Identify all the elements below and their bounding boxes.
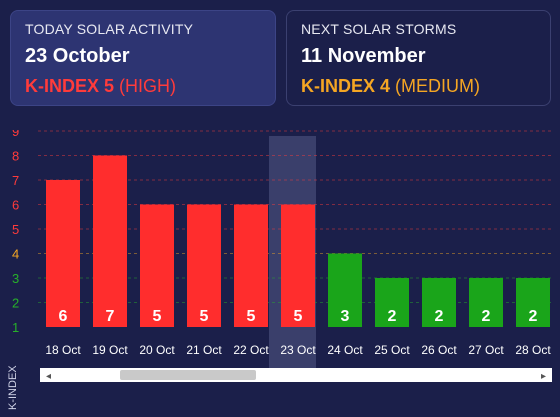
x-tick-label: 22 Oct xyxy=(233,343,269,357)
bar-value-label: 2 xyxy=(482,308,491,325)
bar-25-oct[interactable] xyxy=(375,278,409,327)
bar-19-oct[interactable] xyxy=(93,155,127,328)
next-date: 11 November xyxy=(301,45,426,67)
y-tick-label: 2 xyxy=(12,296,19,311)
bar-18-oct[interactable] xyxy=(46,180,80,327)
x-tick-label: 24 Oct xyxy=(327,343,363,357)
scroll-right-arrow[interactable]: ▸ xyxy=(541,371,546,382)
bar-value-label: 5 xyxy=(153,308,162,325)
x-tick-label: 28 Oct xyxy=(515,343,551,357)
x-tick-label: 21 Oct xyxy=(186,343,222,357)
bar-value-label: 2 xyxy=(388,308,397,325)
next-storms-card: NEXT SOLAR STORMS 11 November K-INDEX 4 … xyxy=(286,10,551,106)
scrollbar-thumb[interactable] xyxy=(120,370,256,380)
horizontal-scrollbar[interactable]: ◂ ▸ xyxy=(40,368,552,382)
bar-value-label: 3 xyxy=(341,308,350,325)
bar-24-oct[interactable] xyxy=(328,253,362,328)
today-card-label: TODAY SOLAR ACTIVITY xyxy=(25,21,194,37)
y-tick-label: 7 xyxy=(12,173,19,188)
today-date: 23 October xyxy=(25,45,130,67)
today-kindex-level: (HIGH) xyxy=(119,76,177,96)
next-kindex-value: K-INDEX 4 xyxy=(301,76,391,96)
next-kindex: K-INDEX 4 (MEDIUM) xyxy=(301,76,536,97)
bar-22-oct[interactable] xyxy=(234,204,268,328)
bar-value-label: 7 xyxy=(106,308,115,325)
bar-20-oct[interactable] xyxy=(140,204,174,328)
x-tick-label: 23 Oct xyxy=(280,343,316,357)
y-axis-title: K-INDEX xyxy=(7,365,19,410)
today-kindex: K-INDEX 5 (HIGH) xyxy=(25,76,261,97)
x-tick-label: 19 Oct xyxy=(92,343,128,357)
bar-value-label: 5 xyxy=(247,308,256,325)
x-tick-label: 18 Oct xyxy=(45,343,81,357)
bar-value-label: 2 xyxy=(435,308,444,325)
bar-27-oct[interactable] xyxy=(469,278,503,327)
bar-value-label: 6 xyxy=(59,308,68,325)
x-tick-label: 27 Oct xyxy=(468,343,504,357)
y-tick-label: 4 xyxy=(12,247,19,262)
bar-28-oct[interactable] xyxy=(516,278,550,327)
bar-23-oct[interactable] xyxy=(281,204,315,328)
next-kindex-level: (MEDIUM) xyxy=(395,76,481,96)
scrollbar-track[interactable] xyxy=(40,368,552,382)
bar-value-label: 5 xyxy=(200,308,209,325)
kindex-bar-chart: 1 2 3 4 5 6 7 8 9 6 7 5 5 5 5 3 2 2 2 2 18 Oct 19 Oct 20 Oct… xyxy=(7,130,552,410)
today-kindex-value: K-INDEX 5 xyxy=(25,76,115,96)
bar-value-label: 5 xyxy=(294,308,303,325)
bar-26-oct[interactable] xyxy=(422,278,456,327)
y-tick-label: 5 xyxy=(12,222,19,237)
today-activity-card: TODAY SOLAR ACTIVITY 23 October K-INDEX … xyxy=(10,10,276,106)
bar-21-oct[interactable] xyxy=(187,204,221,328)
y-tick-label: 6 xyxy=(12,198,19,213)
x-tick-label: 20 Oct xyxy=(139,343,175,357)
x-tick-label: 26 Oct xyxy=(421,343,457,357)
scroll-left-arrow[interactable]: ◂ xyxy=(46,371,51,382)
y-tick-label: 1 xyxy=(12,320,19,335)
x-tick-label: 25 Oct xyxy=(374,343,410,357)
y-tick-label: 3 xyxy=(12,271,19,286)
y-tick-label: 8 xyxy=(12,149,19,164)
bar-value-label: 2 xyxy=(529,308,538,325)
next-card-label: NEXT SOLAR STORMS xyxy=(301,21,457,37)
y-tick-label: 9 xyxy=(12,130,19,139)
